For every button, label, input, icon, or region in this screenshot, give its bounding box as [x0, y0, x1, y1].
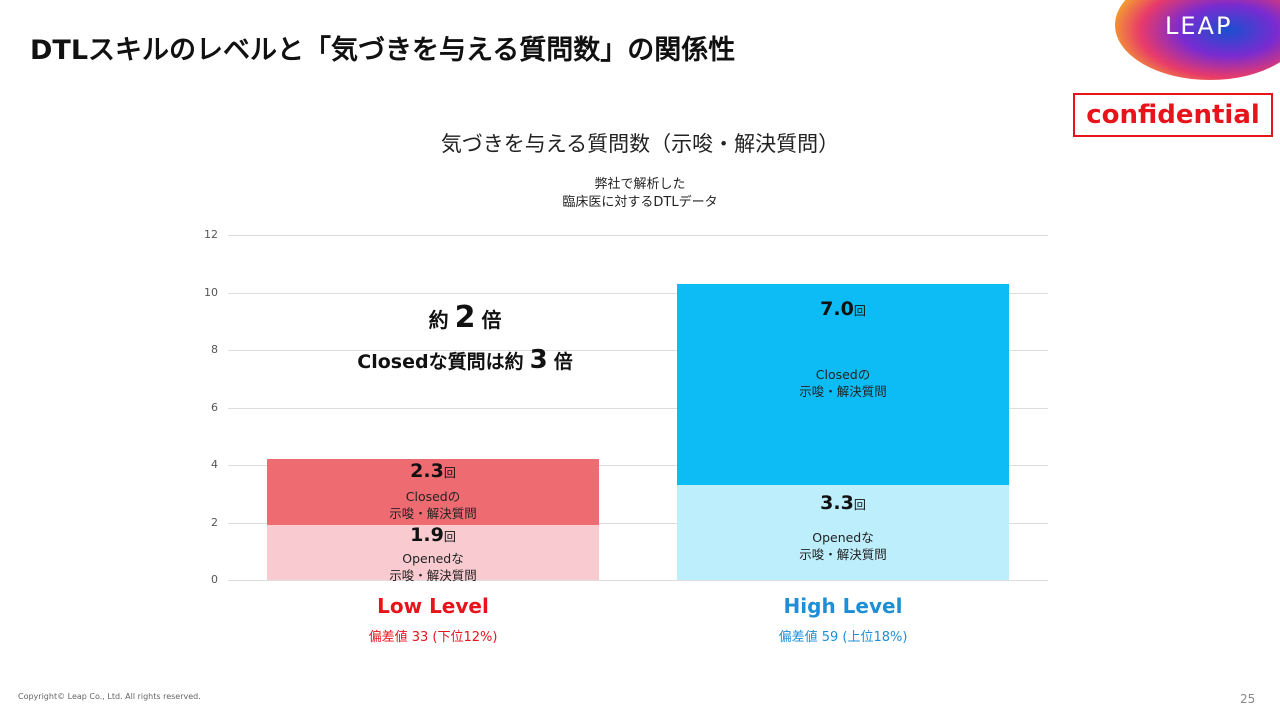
slide-title: DTLスキルのレベルと「気づきを与える質問数」の関係性 [30, 35, 736, 66]
segment-label: Closedの 示唆・解決質問 [389, 489, 477, 522]
y-tick-label: 2 [211, 515, 218, 529]
y-tick-label: 10 [204, 285, 218, 299]
annotation-part: 約 [428, 308, 449, 332]
grid-line [228, 407, 1048, 409]
grid-line [228, 235, 1048, 236]
grid-line [228, 580, 1048, 581]
segment-label: Closedの 示唆・解決質問 [799, 367, 887, 400]
value-unit: 回 [443, 530, 456, 545]
bar [676, 485, 1010, 580]
category-label: High Level [783, 594, 903, 618]
grid-line [228, 350, 1048, 351]
grid-line [228, 465, 1048, 466]
bar [266, 525, 600, 580]
value-unit: 回 [853, 498, 866, 513]
value-unit: 回 [443, 466, 456, 481]
category-note: 偏差値 59 (上位18%) [778, 630, 908, 645]
y-tick-label: 6 [211, 400, 218, 414]
annotation-part: 倍 [481, 308, 502, 332]
value-label: 3.3 [820, 492, 854, 515]
segment-label: Openedな 示唆・解決質問 [799, 529, 887, 562]
segment-label: Openedな 示唆・解決質問 [389, 551, 477, 584]
value-label-group: 2.3回 [333, 460, 533, 482]
value-label-group: 1.9回 [333, 524, 533, 546]
value-label: 7.0 [820, 297, 854, 320]
chart-subtitle: 弊社で解析した 臨床医に対するDTLデータ [562, 177, 718, 210]
y-tick-label: 0 [211, 573, 218, 586]
value-label: 1.9 [410, 524, 444, 547]
y-tick-label: 4 [211, 458, 218, 471]
value-label-group: 7.0回 [743, 298, 943, 320]
copyright: Copyright© Leap Co., Ltd. All rights res… [18, 692, 201, 701]
confidential-badge: confidential [1073, 93, 1273, 137]
annotation-part: 2 [454, 300, 476, 335]
bar [266, 459, 600, 526]
chart-title: 気づきを与える質問数（示唆・解決質問） [440, 132, 840, 156]
y-tick-label: 8 [211, 343, 218, 356]
value-label: 2.3 [410, 460, 444, 483]
logo: LEAP [1165, 12, 1233, 40]
page-number: 25 [1240, 692, 1256, 706]
annotation: Closedな質問は約 3 倍 [300, 345, 630, 375]
annotation-part: 3 [529, 345, 548, 375]
annotation-part: 倍 [553, 351, 573, 373]
y-tick-label: 12 [204, 228, 218, 241]
grid-line [228, 522, 1048, 524]
category-label: Low Level [377, 594, 489, 618]
grid-line [228, 292, 1048, 294]
value-unit: 回 [853, 303, 866, 318]
annotation-part: Closedな質問は約 [357, 351, 524, 373]
bar [676, 283, 1010, 486]
value-label-group: 3.3回 [743, 492, 943, 514]
category-note: 偏差値 33 (下位12%) [368, 630, 498, 645]
